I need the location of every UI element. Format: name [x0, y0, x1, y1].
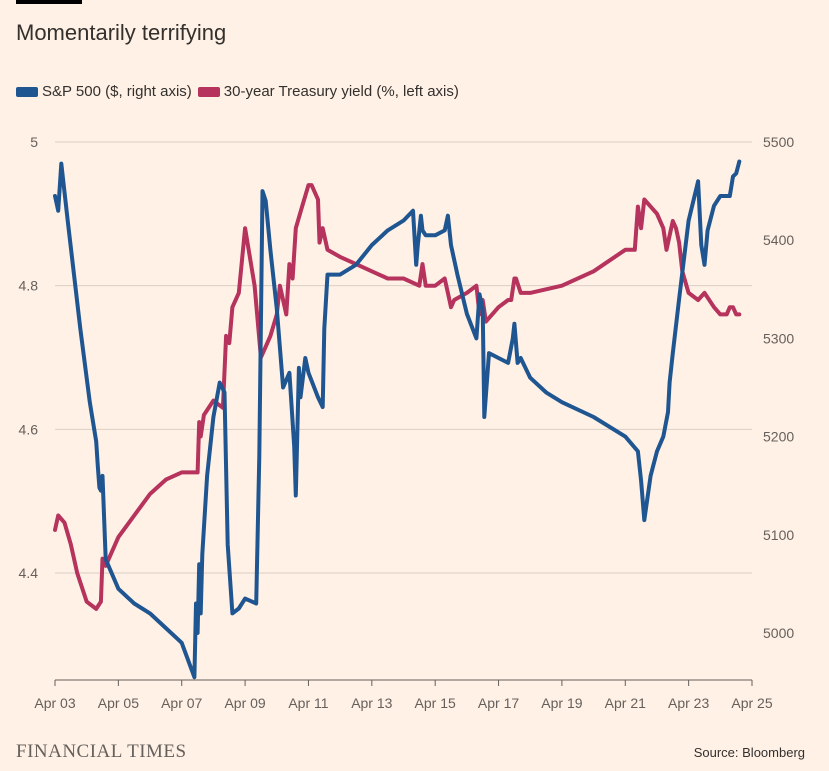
x-tick-label-9: Apr 21	[605, 695, 646, 711]
legend-item-yield: 30-year Treasury yield (%, left axis)	[197, 83, 459, 100]
x-tick-label-1: Apr 05	[98, 695, 139, 711]
legend-swatch-sp500	[16, 86, 38, 97]
right-tick-label-3: 5300	[763, 330, 794, 346]
right-tick-label-0: 5000	[763, 625, 794, 641]
left-tick-label-2: 4.8	[19, 278, 39, 294]
right-tick-label-4: 5400	[763, 232, 794, 248]
top-rule	[16, 0, 82, 4]
right-tick-label-5: 5500	[763, 134, 794, 150]
x-tick-label-6: Apr 15	[415, 695, 456, 711]
left-tick-label-0: 4.4	[19, 565, 39, 581]
chart-title: Momentarily terrifying	[16, 20, 227, 45]
right-tick-label-2: 5200	[763, 429, 794, 445]
x-tick-label-10: Apr 23	[668, 695, 709, 711]
source-note: Source: Bloomberg	[693, 745, 805, 760]
x-tick-label-4: Apr 11	[288, 695, 328, 711]
x-tick-label-0: Apr 03	[34, 695, 75, 711]
left-tick-label-3: 5	[30, 134, 38, 150]
x-tick-label-7: Apr 17	[478, 695, 519, 711]
series-line-sp500	[53, 159, 742, 680]
legend-swatch-yield	[197, 86, 220, 97]
legend-label-sp500: S&P 500 ($, right axis)	[42, 83, 192, 100]
brand-logo: FINANCIAL TIMES	[16, 741, 187, 762]
x-tick-label-5: Apr 13	[351, 695, 392, 711]
legend: S&P 500 ($, right axis) 30-year Treasury…	[16, 83, 465, 100]
x-tick-label-2: Apr 07	[161, 695, 202, 711]
x-tick-label-11: Apr 25	[731, 695, 772, 711]
legend-item-sp500: S&P 500 ($, right axis)	[16, 83, 192, 100]
legend-label-yield: 30-year Treasury yield (%, left axis)	[223, 83, 459, 100]
x-tick-label-8: Apr 19	[541, 695, 582, 711]
left-tick-label-1: 4.6	[19, 421, 39, 437]
x-tick-label-3: Apr 09	[224, 695, 265, 711]
series-line-yield	[53, 183, 742, 611]
right-tick-label-1: 5100	[763, 527, 794, 543]
